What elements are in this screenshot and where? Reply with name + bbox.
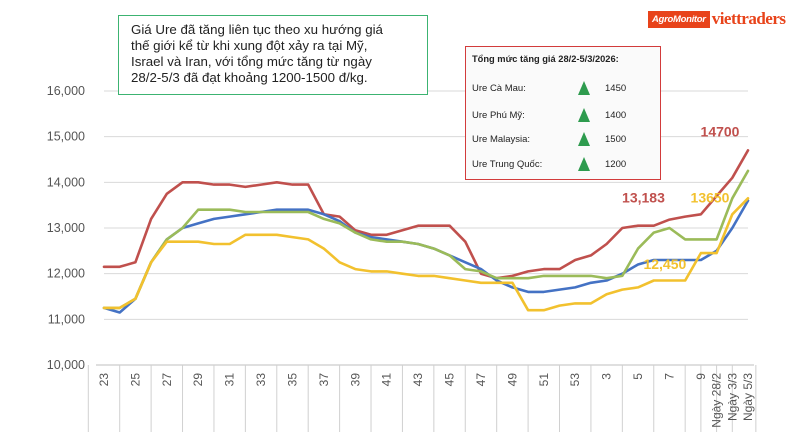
grid-lines [87,90,757,432]
up-triangle-icon [578,157,590,171]
series-line [102,197,750,312]
viettraders-logo: viettraders [711,9,786,28]
x-axis-tick-labels: 23 25 27 29 31 33 35 37 39 41 43 45 47 49 51 53 3 5 7 9 Ngày… [97,373,755,428]
x-tick-label: 35 [285,373,299,387]
brand-logo: AgroMonitor viettraders [648,8,786,30]
commentary-note-box: Giá Ure đã tăng liên tục theo xu hướng g… [118,15,428,95]
agromonitor-logo: AgroMonitor [648,10,710,28]
x-tick-label: 23 [97,373,111,387]
x-tick-label: 39 [348,373,362,387]
y-tick-label: 11,000 [48,312,85,326]
x-tick-label: 27 [160,373,174,387]
note-line: Giá Ure đã tăng liên tục theo xu hướng g… [131,22,383,37]
data-label: 13,183 [622,190,665,206]
x-tick-label: 3 [600,373,614,380]
x-tick-label: 37 [317,373,331,387]
up-triangle-icon [578,81,590,95]
summary-row: Ure Trung Quốc: 1200 [466,156,660,174]
x-tick-label: 7 [662,373,676,380]
x-tick-label: 25 [128,373,142,387]
x-tick-label: Ngày 5/3 [741,373,755,421]
note-line: 28/2-5/3 đã đạt khoảng 1200-1500 đ/kg. [131,70,368,85]
x-tick-label: 9 [694,373,708,380]
x-tick-label: 53 [568,373,582,387]
data-label: 13650 [691,189,730,205]
data-label: 14700 [701,123,740,139]
increase-value: 1500 [605,134,627,145]
product-name: Ure Cà Mau: [472,83,526,94]
summary-title: Tổng mức tăng giá 28/2-5/3/2026: [472,54,619,64]
up-triangle-icon [578,132,590,146]
x-tick-label: 45 [443,373,457,387]
product-name: Ure Trung Quốc: [472,159,543,170]
x-tick-label: 51 [537,373,551,387]
y-tick-label: 14,000 [47,175,85,189]
y-tick-label: 16,000 [47,84,85,98]
x-tick-label: Ngày 3/3 [725,373,739,421]
increase-value: 1200 [605,159,627,170]
x-tick-label: Ngày 28/2 [710,373,724,428]
data-annotations: 14700 13,183 13650 12,450 [622,123,740,272]
x-tick-label: 43 [411,373,425,387]
summary-row: Ure Phú Mỹ: 1400 [466,107,660,125]
x-tick-label: 49 [505,373,519,387]
summary-row: Ure Malaysia: 1500 [466,131,660,149]
up-triangle-icon [578,108,590,122]
x-tick-label: 47 [474,373,488,387]
y-tick-label: 13,000 [47,221,85,235]
x-tick-label: 31 [223,373,237,387]
y-tick-label: 10,000 [47,358,85,372]
price-increase-summary-box: Tổng mức tăng giá 28/2-5/3/2026: Ure Cà … [465,46,661,180]
product-name: Ure Malaysia: [472,134,531,145]
product-name: Ure Phú Mỹ: [472,110,525,121]
x-tick-label: 41 [380,373,394,387]
note-line: Israel và Iran, với tổng mức tăng từ ngà… [131,54,372,69]
note-line: thế giới kể từ khi xung đột xảy ra tại M… [131,38,368,53]
series-lines [102,149,750,314]
series-line [102,149,750,280]
y-axis-tick-labels: 10,000 11,000 12,000 13,000 14,000 15,000 16,0… [47,84,85,372]
x-tick-label: 5 [631,373,645,380]
y-tick-label: 12,000 [47,267,85,281]
series-line [102,169,750,310]
summary-row: Ure Cà Mau: 1450 [466,80,660,98]
x-tick-label: 29 [191,373,205,387]
x-tick-label: 33 [254,373,268,387]
increase-value: 1400 [605,110,627,121]
increase-value: 1450 [605,83,627,94]
data-label: 12,450 [643,256,686,272]
y-tick-label: 15,000 [47,130,85,144]
